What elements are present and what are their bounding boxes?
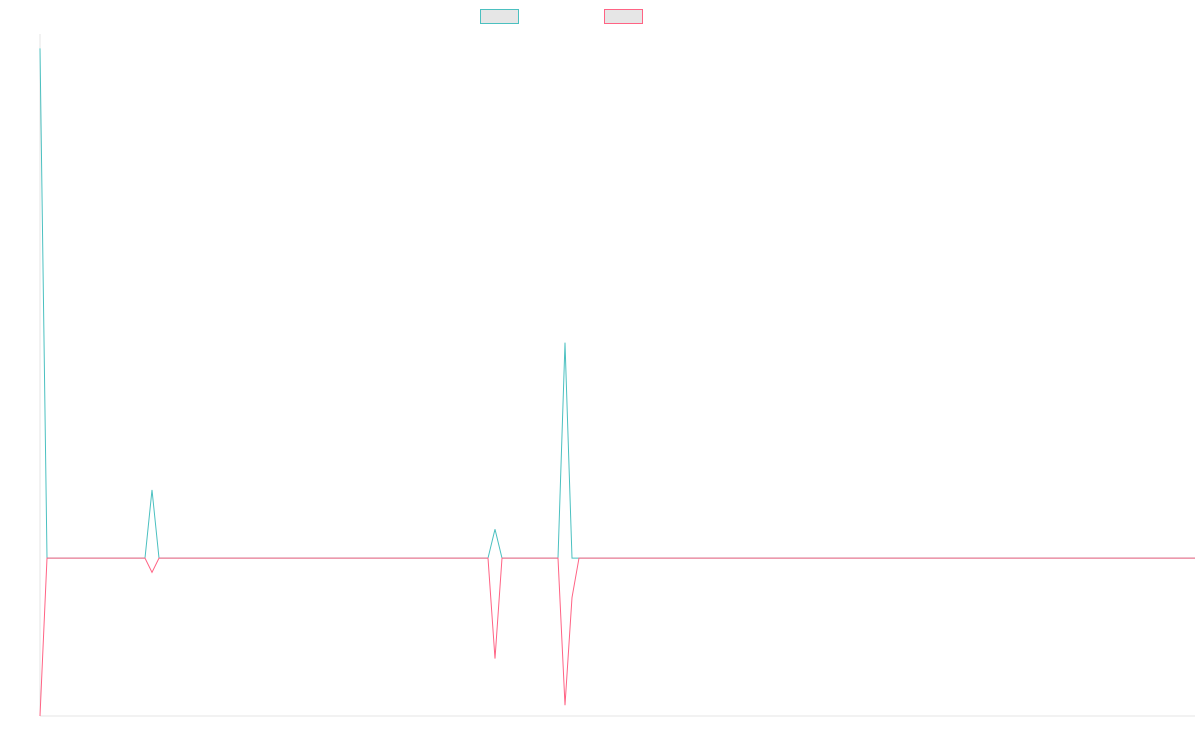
legend-swatch-series-1 xyxy=(480,9,519,24)
legend xyxy=(0,9,1200,27)
legend-item-series-2[interactable] xyxy=(604,9,649,24)
series-line-1 xyxy=(39,48,1195,559)
legend-item-series-1[interactable] xyxy=(480,9,525,24)
series-line-2 xyxy=(39,557,1195,717)
legend-swatch-series-2 xyxy=(604,9,643,24)
